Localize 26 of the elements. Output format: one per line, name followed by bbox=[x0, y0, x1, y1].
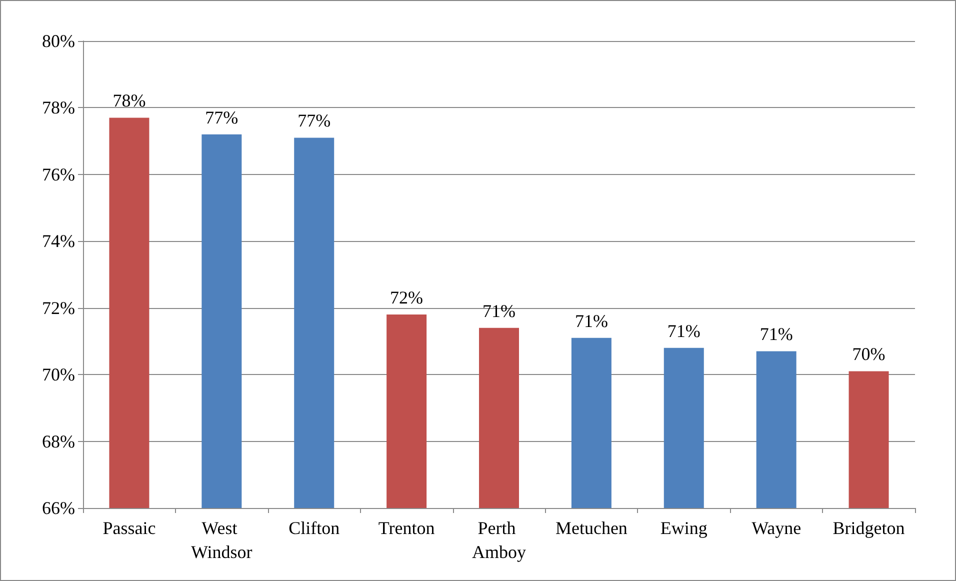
x-tick-label: Bridgeton bbox=[832, 518, 905, 538]
x-tick-label: Metuchen bbox=[555, 518, 628, 538]
data-label: 71% bbox=[574, 310, 608, 331]
y-tick-label: 80% bbox=[42, 31, 75, 51]
y-tick-label: 68% bbox=[42, 431, 75, 452]
x-tick-label: West Windsor bbox=[191, 518, 252, 562]
y-tick-label: 72% bbox=[42, 298, 75, 318]
y-tick-label: 74% bbox=[42, 231, 75, 252]
y-tick-label: 78% bbox=[42, 98, 75, 118]
data-label: 72% bbox=[390, 288, 424, 308]
data-label: 71% bbox=[667, 320, 700, 341]
data-label: 71% bbox=[760, 324, 793, 344]
y-tick-label: 70% bbox=[42, 364, 75, 385]
data-label: 77% bbox=[298, 110, 331, 131]
data-label: 70% bbox=[852, 344, 886, 364]
x-tick-label: Wayne bbox=[752, 518, 802, 538]
data-label: 78% bbox=[112, 90, 146, 111]
x-tick-label: Passaic bbox=[102, 518, 156, 538]
data-label: 77% bbox=[205, 107, 238, 128]
data-label: 71% bbox=[482, 300, 516, 321]
x-tick-label: Trenton bbox=[378, 518, 435, 538]
y-tick-label: 66% bbox=[42, 498, 75, 518]
x-tick-label: Perth Amboy bbox=[472, 518, 526, 562]
x-tick-label: Ewing bbox=[660, 518, 708, 538]
x-tick-label: Clifton bbox=[288, 518, 340, 538]
y-tick-label: 76% bbox=[42, 164, 75, 184]
